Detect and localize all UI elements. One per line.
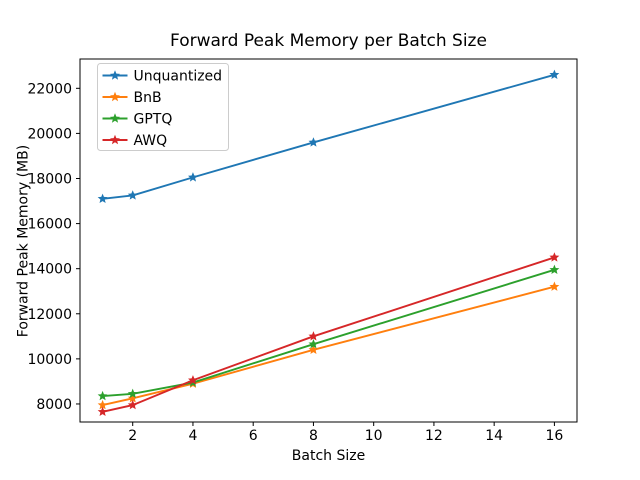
y-tick-label: 18000	[27, 171, 72, 187]
x-tick-label: 16	[545, 428, 563, 444]
data-point-star-bnb	[308, 344, 319, 355]
data-point-star-gptq	[127, 388, 138, 399]
data-point-star-bnb	[127, 393, 138, 403]
chart-title: Forward Peak Memory per Batch Size	[170, 31, 487, 51]
legend-label-awq: AWQ	[134, 133, 168, 149]
x-tick-label: 8	[309, 428, 318, 444]
data-point-star-awq	[188, 375, 198, 385]
series-line-gptq	[102, 268, 555, 398]
x-tick-label: 14	[485, 428, 503, 444]
x-tick-label: 10	[365, 428, 383, 444]
data-point-star-awq	[97, 406, 108, 417]
y-tick-label: 20000	[27, 126, 72, 142]
y-tick-label: 8000	[36, 397, 72, 413]
legend-star-marker	[110, 70, 120, 80]
x-tick-label: 2	[128, 428, 137, 444]
legend-box	[97, 63, 229, 151]
x-tick-label: 6	[249, 428, 258, 444]
legend-star-marker	[110, 91, 120, 102]
y-tick-label: 12000	[27, 307, 72, 323]
data-point-star-bnb	[549, 281, 560, 291]
legend-label-bnb: BnB	[134, 90, 162, 106]
data-point-star-gptq	[549, 264, 560, 275]
y-tick-label: 14000	[27, 262, 72, 278]
data-point-star-unquantized	[549, 69, 560, 79]
x-tick-label: 4	[188, 428, 197, 444]
legend-star-marker	[110, 134, 120, 145]
data-point-star-gptq	[308, 339, 319, 349]
data-point-star-unquantized	[127, 190, 138, 200]
data-point-star-bnb	[97, 399, 108, 410]
y-tick-label: 10000	[27, 352, 72, 368]
data-point-star-gptq	[97, 390, 108, 401]
legend-label-gptq: GPTQ	[134, 112, 173, 128]
legend-label-unquantized: Unquantized	[134, 69, 223, 85]
data-point-star-awq	[308, 331, 319, 341]
data-point-star-unquantized	[188, 172, 198, 182]
y-tick-label: 22000	[27, 81, 72, 97]
x-tick-label: 12	[425, 428, 443, 444]
series-line-awq	[102, 256, 555, 413]
y-tick-label: 16000	[27, 217, 72, 233]
data-point-star-unquantized	[308, 137, 319, 147]
legend-star-marker	[110, 113, 120, 123]
axes-spines	[79, 58, 578, 423]
data-point-star-awq	[549, 252, 560, 262]
x-axis-label: Batch Size	[291, 448, 366, 464]
data-point-star-unquantized	[97, 193, 108, 203]
data-point-star-awq	[127, 399, 138, 410]
